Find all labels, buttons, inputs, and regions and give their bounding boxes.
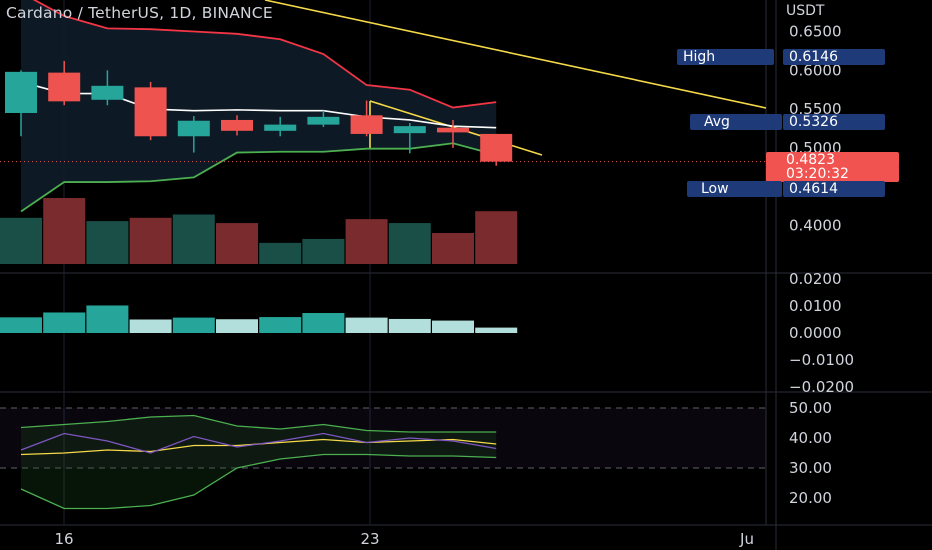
volume-bar	[388, 223, 431, 264]
y-tick-label: 0.0200	[789, 270, 842, 288]
volume-bar	[129, 217, 172, 264]
candle-body	[5, 71, 37, 113]
oscillator-bar	[259, 317, 302, 333]
last-price: 0.4823	[766, 152, 899, 168]
oscillator-bar	[432, 320, 474, 333]
y-tick-label: 0.6500	[789, 23, 842, 41]
volume-bar	[345, 219, 388, 264]
currency-label: USDT	[786, 3, 825, 19]
x-tick-label: 16	[54, 530, 73, 548]
oscillator-bar	[475, 327, 518, 333]
low-label: Low	[687, 181, 782, 197]
bar-countdown: 03:20:32	[766, 166, 899, 182]
rsi-band-fill	[21, 415, 497, 509]
oscillator-bar	[388, 318, 431, 333]
bollinger-lower-line	[20, 142, 497, 213]
candle-body	[177, 120, 210, 137]
trend-line	[264, 0, 767, 109]
y-tick-label: 0.0100	[789, 297, 842, 315]
high-label: High	[677, 49, 774, 65]
y-tick-label: −0.0200	[789, 378, 854, 396]
x-tick-label: 23	[360, 530, 379, 548]
volume-bar	[475, 211, 518, 264]
y-tick-label: 20.00	[789, 489, 832, 507]
rsi-band-lower	[20, 453, 497, 510]
rsi-line	[20, 432, 497, 454]
volume-bar	[43, 198, 86, 264]
bollinger-band-fill	[21, 0, 497, 212]
high-value: 0.6146	[783, 49, 885, 65]
y-tick-label: 0.0000	[789, 324, 842, 342]
y-tick-label: 0.6000	[789, 61, 842, 79]
candle-body	[307, 116, 340, 125]
y-tick-label: −0.0100	[789, 351, 854, 369]
y-tick-label: 50.00	[789, 399, 832, 417]
y-tick-label: 30.00	[789, 459, 832, 477]
candle-body	[91, 85, 124, 100]
oscillator-bar	[345, 317, 388, 333]
oscillator-bar	[86, 305, 129, 333]
candle-body	[350, 115, 383, 134]
avg-label: Avg	[690, 114, 782, 130]
rsi-band-upper	[20, 414, 497, 433]
y-tick-label: 40.00	[789, 429, 832, 447]
candle-body	[134, 87, 167, 137]
volume-bar	[0, 217, 42, 264]
candle-body	[48, 72, 81, 102]
candle-body	[264, 124, 297, 131]
oscillator-bar	[43, 312, 86, 333]
rsi-range-fill	[0, 408, 766, 468]
volume-bar	[86, 221, 129, 264]
oscillator-bar	[129, 319, 172, 333]
y-tick-label: 0.4000	[789, 217, 842, 235]
candle-body	[393, 126, 426, 134]
candle-body	[221, 119, 253, 131]
avg-value: 0.5326	[783, 114, 885, 130]
oscillator-bar	[302, 313, 345, 333]
bollinger-upper-line	[32, 0, 497, 109]
oscillator-bar	[172, 317, 215, 333]
oscillator-bar	[216, 319, 258, 333]
chart-title: Cardano / TetherUS, 1D, BINANCE	[6, 4, 273, 22]
candle-body	[480, 133, 513, 162]
x-tick-label: Ju	[739, 530, 754, 548]
y-tick-label: 0.5500	[789, 100, 842, 118]
volume-bar	[216, 223, 258, 264]
low-value: 0.4614	[783, 181, 885, 197]
candle-body	[437, 127, 469, 133]
volume-bar	[172, 214, 215, 264]
volume-bar	[259, 242, 302, 264]
volume-bar	[432, 232, 474, 264]
volume-bar	[302, 238, 345, 264]
oscillator-bar	[0, 317, 42, 333]
